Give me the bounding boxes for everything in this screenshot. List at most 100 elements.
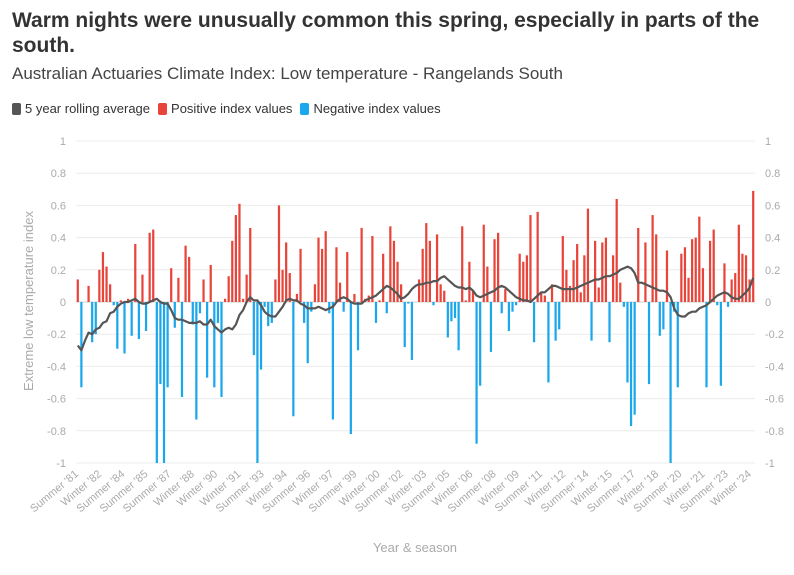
bar-positive[interactable] (468, 261, 471, 302)
bar-positive[interactable] (241, 298, 245, 302)
bar-positive[interactable] (371, 235, 374, 302)
bar-negative[interactable] (374, 302, 378, 323)
bar-negative[interactable] (252, 302, 255, 356)
bar-positive[interactable] (482, 224, 485, 302)
bar-negative[interactable] (144, 302, 148, 331)
bar-negative[interactable] (263, 302, 266, 307)
bar-positive[interactable] (439, 284, 442, 302)
bar-negative[interactable] (726, 302, 730, 307)
bar-negative[interactable] (547, 302, 550, 383)
bar-negative[interactable] (112, 302, 115, 306)
bar-positive[interactable] (288, 273, 291, 302)
bar-positive[interactable] (683, 247, 687, 302)
bar-negative[interactable] (676, 302, 679, 388)
bar-negative[interactable] (180, 302, 184, 397)
bar-positive[interactable] (231, 240, 234, 302)
bar-positive[interactable] (119, 300, 123, 302)
bar-positive[interactable] (471, 290, 475, 302)
bar-positive[interactable] (148, 232, 151, 302)
bar-negative[interactable] (162, 302, 166, 463)
bar-negative[interactable] (385, 302, 388, 314)
bar-negative[interactable] (716, 302, 719, 306)
bar-negative[interactable] (489, 302, 493, 352)
bar-negative[interactable] (130, 302, 133, 336)
bar-positive[interactable] (583, 255, 586, 302)
bar-positive[interactable] (320, 248, 324, 302)
bar-negative[interactable] (622, 302, 625, 307)
bar-positive[interactable] (152, 229, 155, 302)
bar-negative[interactable] (507, 302, 511, 331)
bar-positive[interactable] (504, 289, 507, 302)
bar-positive[interactable] (277, 205, 281, 302)
bar-positive[interactable] (712, 229, 715, 302)
bar-positive[interactable] (741, 253, 744, 302)
bar-negative[interactable] (403, 302, 406, 348)
bar-positive[interactable] (461, 226, 464, 302)
bar-negative[interactable] (662, 302, 665, 330)
legend-item-negative[interactable]: Negative index values (300, 101, 441, 116)
bar-positive[interactable] (443, 290, 446, 302)
bar-negative[interactable] (303, 302, 306, 323)
bar-negative[interactable] (195, 302, 198, 420)
bar-positive[interactable] (565, 269, 568, 302)
bar-positive[interactable] (655, 234, 658, 302)
bar-positive[interactable] (691, 239, 694, 302)
bar-negative[interactable] (94, 302, 97, 335)
bar-positive[interactable] (522, 261, 525, 302)
bar-positive[interactable] (493, 239, 496, 302)
bar-positive[interactable] (486, 266, 489, 302)
bar-positive[interactable] (202, 279, 205, 302)
bar-positive[interactable] (576, 244, 579, 302)
bar-negative[interactable] (256, 302, 259, 463)
bar-positive[interactable] (543, 295, 546, 302)
bar-positive[interactable] (579, 292, 582, 302)
bar-negative[interactable] (407, 302, 410, 304)
bar-positive[interactable] (313, 284, 317, 302)
bar-positive[interactable] (170, 268, 173, 302)
bar-positive[interactable] (188, 256, 191, 302)
bar-positive[interactable] (694, 237, 697, 302)
bar-negative[interactable] (647, 302, 651, 385)
bar-negative[interactable] (342, 302, 345, 312)
bar-positive[interactable] (353, 293, 356, 302)
bar-positive[interactable] (335, 247, 338, 302)
bar-negative[interactable] (705, 302, 708, 388)
bar-positive[interactable] (360, 227, 363, 302)
bar-negative[interactable] (259, 302, 263, 370)
bar-positive[interactable] (184, 245, 187, 302)
bar-positive[interactable] (281, 269, 284, 302)
bar-positive[interactable] (619, 282, 622, 302)
bar-negative[interactable] (91, 302, 94, 343)
bar-positive[interactable] (105, 266, 108, 302)
bar-positive[interactable] (723, 263, 726, 302)
bar-negative[interactable] (198, 302, 202, 314)
bar-positive[interactable] (540, 292, 543, 302)
bar-negative[interactable] (220, 302, 223, 397)
bar-negative[interactable] (159, 302, 162, 385)
bar-positive[interactable] (126, 298, 130, 302)
bar-negative[interactable] (116, 302, 119, 349)
bar-positive[interactable] (737, 224, 740, 302)
bar-positive[interactable] (378, 300, 381, 302)
bar-positive[interactable] (464, 300, 467, 302)
bar-negative[interactable] (511, 302, 514, 312)
bar-negative[interactable] (123, 302, 126, 354)
bar-positive[interactable] (536, 211, 539, 302)
bar-negative[interactable] (457, 302, 460, 351)
bar-positive[interactable] (324, 231, 327, 302)
bar-positive[interactable] (601, 242, 604, 302)
bar-positive[interactable] (529, 215, 532, 302)
bar-positive[interactable] (338, 282, 342, 302)
bar-positive[interactable] (752, 190, 755, 302)
bar-positive[interactable] (245, 274, 248, 302)
bar-negative[interactable] (432, 302, 435, 306)
bar-positive[interactable] (101, 252, 105, 302)
bar-positive[interactable] (604, 237, 608, 302)
bar-negative[interactable] (554, 302, 557, 341)
legend-item-rolling-average[interactable]: 5 year rolling average (12, 101, 150, 116)
bar-positive[interactable] (87, 285, 90, 302)
bar-positive[interactable] (428, 240, 431, 302)
bar-positive[interactable] (734, 273, 737, 302)
bar-positive[interactable] (730, 279, 733, 302)
bar-negative[interactable] (514, 302, 518, 306)
